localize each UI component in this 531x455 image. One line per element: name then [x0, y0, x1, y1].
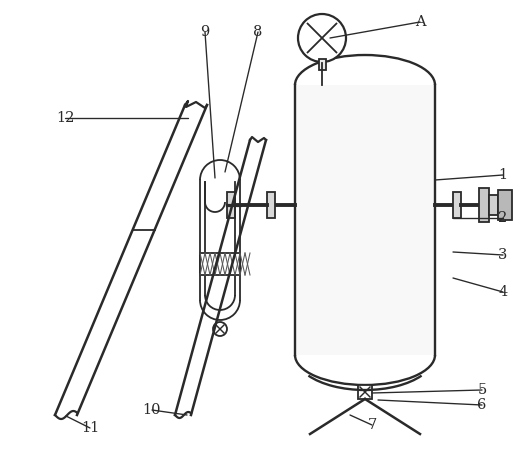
Text: 12: 12 [56, 111, 74, 125]
Text: 3: 3 [498, 248, 508, 262]
Text: 2: 2 [499, 211, 508, 225]
Bar [479, 188, 489, 222]
Text: 8: 8 [253, 25, 263, 39]
Bar [453, 192, 461, 218]
Text: 9: 9 [200, 25, 210, 39]
Text: 6: 6 [477, 398, 487, 412]
Bar [267, 192, 275, 218]
Bar [489, 195, 498, 215]
Bar [358, 385, 372, 399]
Circle shape [298, 14, 346, 62]
Text: 10: 10 [143, 403, 161, 417]
Text: 1: 1 [499, 168, 508, 182]
Text: 11: 11 [81, 421, 99, 435]
Text: 7: 7 [367, 418, 376, 432]
Bar [295, 85, 435, 355]
Text: 4: 4 [499, 285, 508, 299]
Bar [227, 192, 235, 218]
Text: 5: 5 [477, 383, 486, 397]
Bar [498, 190, 512, 220]
Bar [319, 59, 326, 70]
Circle shape [213, 322, 227, 336]
Text: A: A [415, 15, 425, 29]
Bar [200, 253, 240, 275]
